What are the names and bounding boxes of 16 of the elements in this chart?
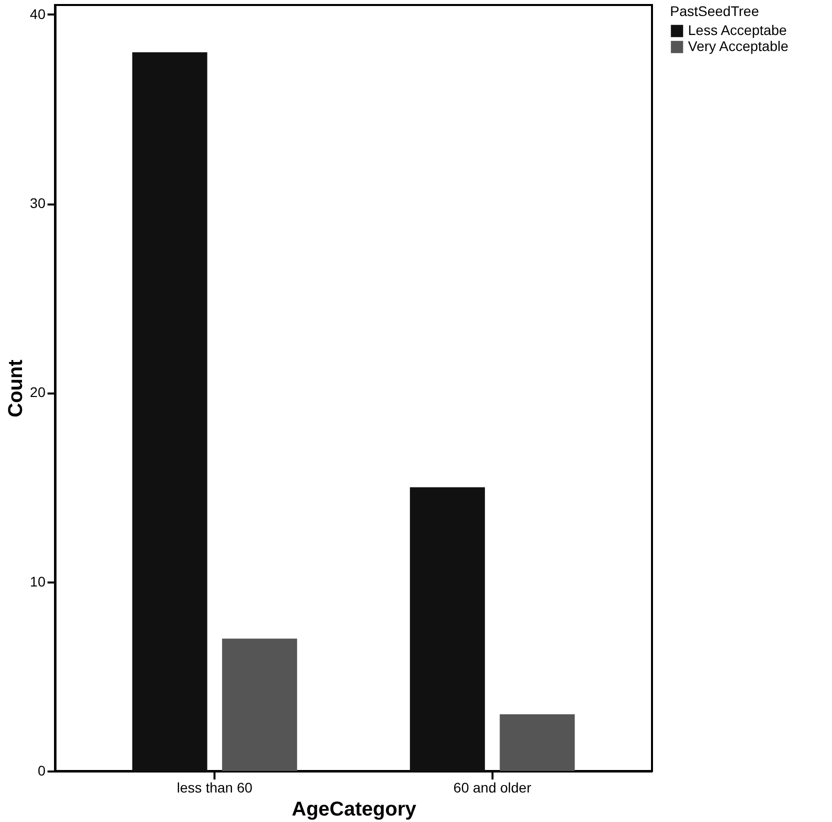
legend-label: Very Acceptable	[688, 38, 789, 54]
y-tick-label: 40	[30, 6, 46, 22]
bar	[500, 714, 575, 771]
y-tick-label: 0	[38, 762, 46, 778]
x-axis-title: AgeCategory	[292, 798, 418, 820]
bar	[410, 487, 485, 771]
y-axis-title: Count	[4, 359, 27, 418]
legend-title: PastSeedTree	[670, 3, 760, 19]
legend-label: Less Acceptabe	[688, 22, 788, 38]
bar	[222, 638, 298, 771]
y-tick-label: 10	[30, 573, 46, 590]
y-tick-label: 20	[30, 384, 46, 400]
x-tick-label: less than 60	[176, 780, 253, 796]
y-tick-label: 30	[30, 195, 46, 212]
x-tick-label: 60 and older	[453, 780, 532, 796]
bar	[132, 52, 208, 771]
